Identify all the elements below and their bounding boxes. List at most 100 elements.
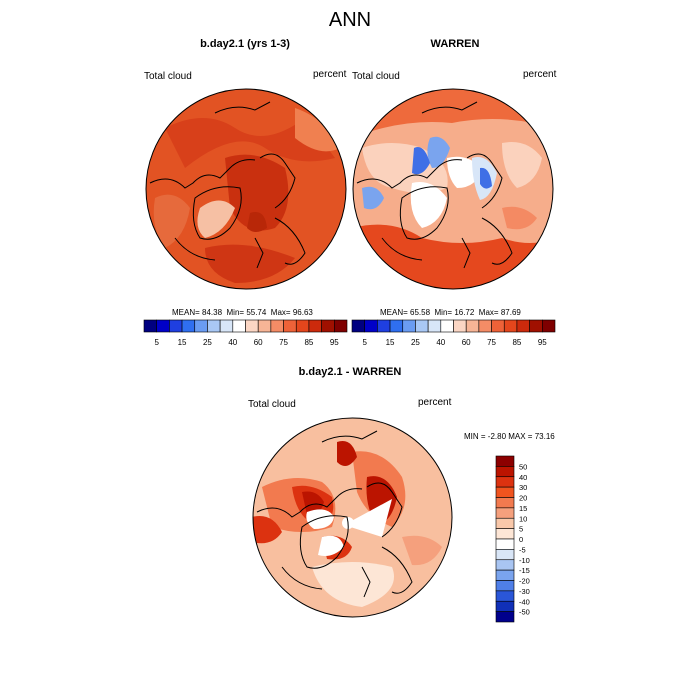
panel2-colorbar-tick-label: 5	[362, 338, 367, 347]
diff-colorbar-swatch	[495, 590, 515, 602]
diff-min-max-stats: MIN = -2.80 MAX = 73.16	[464, 432, 555, 441]
panel2-max-value: 87.69	[500, 308, 521, 317]
diff-colorbar-tick-label: -5	[519, 545, 526, 554]
panel1-max-value: 96.63	[292, 308, 313, 317]
diff-panel-title: b.day2.1 - WARREN	[298, 366, 402, 378]
panel2-field-patch	[502, 142, 542, 188]
panel1-field-patch	[165, 118, 335, 168]
panel1-coastlines	[149, 101, 306, 269]
panel2-field-patch	[427, 136, 450, 168]
panel1-polar-map	[145, 88, 347, 290]
panel2-min-label: Min=	[434, 308, 453, 317]
diff-field-patch	[318, 535, 344, 556]
panel2-colorbar-swatch	[415, 319, 429, 333]
diff-colorbar-tick-label: 40	[519, 473, 527, 482]
diff-field-patch	[302, 491, 324, 516]
diff-colorbar-swatch	[495, 580, 515, 592]
diff-field-patch	[344, 499, 392, 537]
panel1-title: b.day2.1 (yrs 1-3)	[200, 38, 290, 50]
diff-colorbar-tick-label: -40	[519, 597, 530, 606]
panel2-field-patch	[480, 167, 492, 189]
panel1-min-value: 55.74	[246, 308, 267, 317]
panel2-map-boundary	[352, 88, 554, 290]
diff-colorbar-swatch	[495, 486, 515, 498]
panel1-min-label: Min=	[226, 308, 245, 317]
panel2-colorbar-swatch	[491, 319, 505, 333]
panel2-colorbar-swatch	[478, 319, 492, 333]
diff-colorbar-swatch	[495, 528, 515, 540]
panel1-colorbar-tick-label: 25	[203, 338, 212, 347]
panel2-colorbar-swatch	[465, 319, 480, 333]
panel2-mean-label: MEAN=	[380, 308, 408, 317]
diff-variable-label: Total cloud	[248, 399, 296, 410]
panel1-colorbar-tick-label: 75	[279, 338, 288, 347]
panel1-colorbar-swatch	[169, 319, 183, 333]
panel2-colorbar-tick-label: 95	[538, 338, 547, 347]
panel1-colorbar-swatch	[245, 319, 259, 333]
diff-colorbar-swatch	[495, 569, 515, 581]
panel1-colorbar-swatch	[257, 319, 272, 333]
diff-colorbar-tick-label: 10	[519, 514, 527, 523]
panel2-colorbar-swatch	[542, 319, 556, 333]
diff-colorbar-swatch	[495, 476, 515, 488]
panel1-colorbar-swatch	[207, 319, 221, 333]
diff-coastlines	[256, 430, 413, 598]
panel2-field-patch	[412, 147, 430, 175]
diff-colorbar-tick-label: -20	[519, 577, 530, 586]
panel2-colorbar-swatch	[503, 319, 518, 333]
panel2-colorbar-tick-label: 75	[487, 338, 496, 347]
panel2-colorbar: 5 15 25 40 60 75 85 95	[351, 319, 556, 347]
panel2-colorbar-swatch	[389, 319, 404, 333]
panel1-colorbar-swatch	[219, 319, 234, 333]
panel2-field-patch	[410, 182, 447, 228]
panel1-mean-label: MEAN=	[172, 308, 200, 317]
panel1-field-patch	[205, 244, 295, 283]
diff-colorbar-swatch	[495, 507, 515, 519]
panel1-colorbar-swatch	[181, 319, 196, 333]
diff-colorbar-swatch	[495, 559, 515, 571]
diff-polar-map	[252, 417, 453, 618]
panel2-colorbar-swatch	[364, 319, 378, 333]
panel2-stats: MEAN= 65.58 Min= 16.72 Max= 87.69	[380, 308, 521, 317]
diff-colorbar-tick-label: 15	[519, 504, 527, 513]
panel2-colorbar-swatch	[351, 319, 365, 333]
panel2-colorbar-swatch	[440, 319, 454, 333]
panel1-colorbar-swatch	[194, 319, 208, 333]
panel1-field-patch	[153, 194, 190, 248]
diff-field-patch	[306, 509, 334, 529]
panel2-colorbar-swatch	[377, 319, 391, 333]
panel1-colorbar-swatch	[143, 319, 157, 333]
diff-colorbar-swatch	[495, 517, 515, 529]
panel2-colorbar-tick-label: 40	[436, 338, 445, 347]
panel1-colorbar-tick-label: 40	[228, 338, 237, 347]
diff-colorbar-tick-label: 30	[519, 483, 527, 492]
panel1-stats: MEAN= 84.38 Min= 55.74 Max= 96.63	[172, 308, 313, 317]
panel1-field-patch	[295, 108, 340, 152]
diff-field-patch	[402, 535, 442, 566]
panel2-colorbar-swatch	[529, 319, 543, 333]
panel1-colorbar-swatch	[295, 319, 310, 333]
panel2-field-patch	[353, 224, 553, 289]
diff-colorbar-swatch	[495, 497, 515, 509]
diff-colorbar-tick-label: -50	[519, 608, 530, 617]
diff-map-boundary	[252, 417, 453, 618]
panel1-colorbar: 5 15 25 40 60 75 85 95	[143, 319, 348, 347]
panel1-colorbar-swatch	[283, 319, 297, 333]
diff-colorbar-tick-label: 5	[519, 525, 523, 534]
panel2-mean-value: 65.58	[410, 308, 431, 317]
panel2-max-label: Max=	[478, 308, 499, 317]
panel2-colorbar-swatch	[453, 319, 467, 333]
panel1-field-patch	[247, 212, 267, 232]
diff-colorbar-swatch	[495, 455, 515, 467]
panel1-colorbar-swatch	[232, 319, 246, 333]
diff-colorbar-swatch	[495, 600, 515, 612]
panel2-colorbar-tick-label: 60	[462, 338, 471, 347]
panel1-colorbar-swatch	[156, 319, 170, 333]
panel1-units-label: percent	[313, 69, 347, 80]
panel2-colorbar-tick-label: 15	[386, 338, 395, 347]
panel1-field-patch	[225, 154, 289, 231]
panel1-mean-value: 84.38	[202, 308, 223, 317]
panel1-colorbar-swatch	[321, 319, 335, 333]
diff-colorbar-tick-label: -30	[519, 587, 530, 596]
